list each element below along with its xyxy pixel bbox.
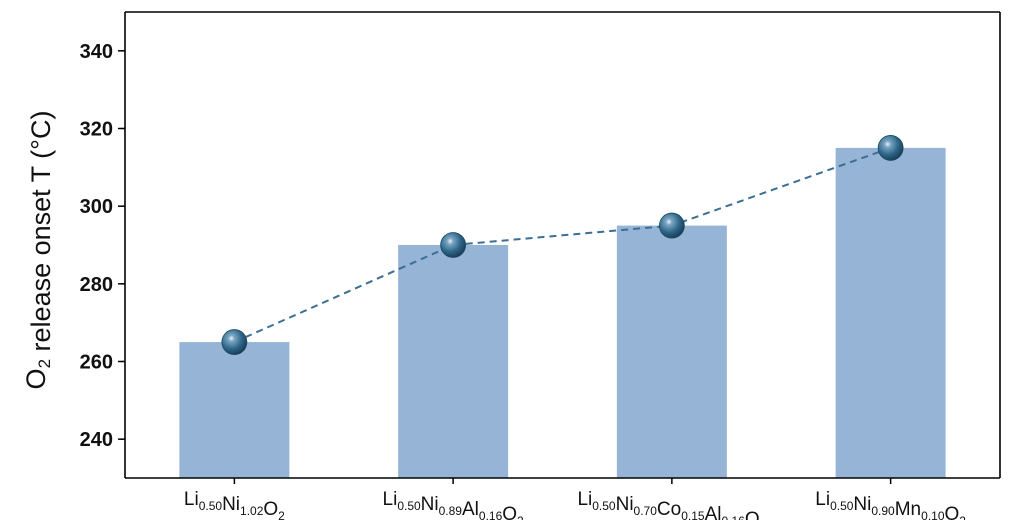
marker-1 bbox=[221, 329, 248, 355]
axes bbox=[118, 11, 1001, 484]
x-tick-label-3: Li0.50Ni0.70Co0.15Al0.16O2 bbox=[577, 489, 766, 520]
bars bbox=[179, 147, 946, 478]
trend-line-layer bbox=[233, 146, 891, 343]
x-tick-label-4: Li0.50Ni0.90Mn0.10O2 bbox=[815, 489, 966, 520]
trend-line bbox=[233, 146, 891, 343]
x-tick-label-2: Li0.50Ni0.89Al0.16O2 bbox=[383, 489, 525, 520]
marker-3 bbox=[658, 212, 685, 239]
markers bbox=[221, 135, 904, 355]
bar-3 bbox=[616, 225, 727, 478]
marker-4 bbox=[877, 135, 904, 161]
y-tick-label: 300 bbox=[80, 196, 113, 218]
bar-2 bbox=[398, 245, 509, 478]
y-tick-label: 280 bbox=[80, 274, 113, 296]
labels: 240 260 280 300 320 340 Li0.50Ni1.02O2 Li0.50Ni… bbox=[21, 41, 966, 520]
x-tick-label-1: Li0.50Ni1.02O2 bbox=[184, 489, 285, 520]
bar-4 bbox=[835, 147, 946, 478]
y-tick-label: 240 bbox=[80, 429, 113, 451]
y-tick-label: 260 bbox=[80, 352, 113, 374]
y-tick-label: 340 bbox=[80, 41, 113, 63]
bar-1 bbox=[179, 342, 290, 478]
y-axis-title: O2 release onset T (°C) bbox=[21, 111, 56, 390]
y-tick-label: 320 bbox=[80, 119, 113, 141]
marker-2 bbox=[440, 232, 467, 258]
